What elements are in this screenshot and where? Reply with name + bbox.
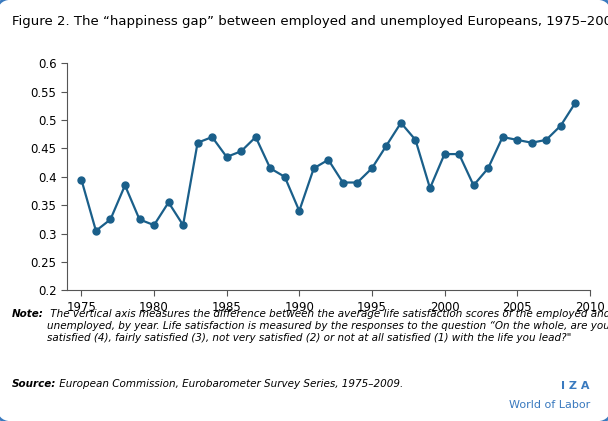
Text: World of Labor: World of Labor [508,400,590,410]
Text: Source:: Source: [12,379,57,389]
Text: The vertical axis measures the difference between the average life satisfaction : The vertical axis measures the differenc… [47,309,608,343]
Text: I Z A: I Z A [561,381,590,391]
Text: European Commission, Eurobarometer Survey Series, 1975–2009.: European Commission, Eurobarometer Surve… [56,379,403,389]
Text: Note:: Note: [12,309,44,320]
Text: Figure 2. The “happiness gap” between employed and unemployed Europeans, 1975–20: Figure 2. The “happiness gap” between em… [12,15,608,28]
